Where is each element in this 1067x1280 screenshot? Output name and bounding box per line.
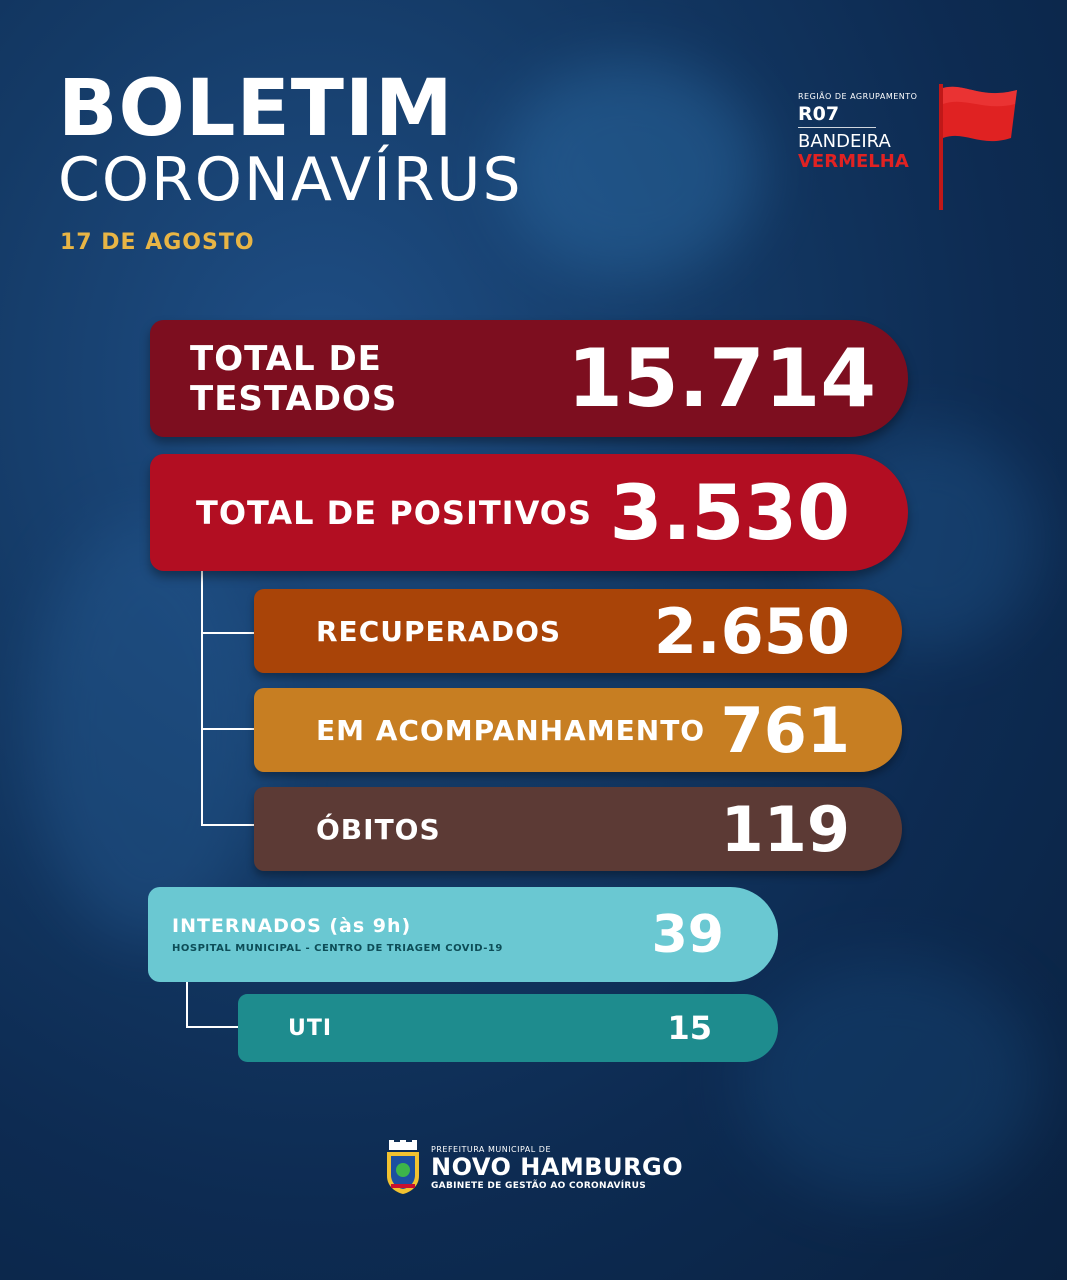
page-subtitle: CORONAVÍRUS	[58, 145, 523, 215]
page-title: BOLETIM	[58, 64, 454, 154]
footer-text: PREFEITURA MUNICIPAL DE NOVO HAMBURGO GA…	[431, 1145, 683, 1190]
stat-sublabel: HOSPITAL MUNICIPAL - CENTRO DE TRIAGEM C…	[172, 943, 503, 954]
tree-connector	[201, 824, 291, 826]
footer-prefix: PREFEITURA MUNICIPAL DE	[431, 1145, 551, 1155]
footer-brand: PREFEITURA MUNICIPAL DE NOVO HAMBURGO GA…	[383, 1140, 683, 1196]
stat-recuperados: RECUPERADOS 2.650	[254, 589, 902, 673]
tree-connector	[201, 728, 291, 730]
stat-obitos: ÓBITOS 119	[254, 787, 902, 871]
stat-uti: UTI 15	[238, 994, 778, 1062]
tree-connector	[201, 556, 203, 826]
city-coat-of-arms-icon	[387, 1140, 419, 1194]
stat-value: 119	[720, 792, 850, 866]
stat-total-testados: TOTAL DE TESTADOS 15.714	[150, 320, 908, 437]
background-blob	[30, 520, 270, 940]
stat-value: 15.714	[567, 332, 876, 425]
stat-label: TOTAL DE TESTADOS	[190, 338, 398, 419]
stat-em-acompanhamento: EM ACOMPANHAMENTO 761	[254, 688, 902, 772]
red-flag-icon	[939, 84, 1017, 210]
region-label: REGIÃO DE AGRUPAMENTO	[798, 92, 918, 101]
stat-label: UTI	[288, 1015, 333, 1041]
footer-city: NOVO HAMBURGO	[431, 1153, 684, 1182]
stat-value: 2.650	[653, 594, 850, 668]
stat-value: 3.530	[609, 468, 850, 557]
flag-status-line1: BANDEIRA	[798, 131, 891, 152]
stat-label: TOTAL DE POSITIVOS	[196, 493, 593, 532]
report-date: 17 DE AGOSTO	[60, 230, 255, 255]
stat-value: 15	[667, 1009, 712, 1047]
flag-status-line2: VERMELHA	[798, 150, 909, 172]
background-blob	[740, 960, 1040, 1200]
background-blob	[500, 60, 760, 280]
stat-label-group: INTERNADOS (às 9h) HOSPITAL MUNICIPAL - …	[172, 915, 503, 954]
region-code: R07	[798, 103, 840, 125]
tree-connector	[186, 974, 258, 1028]
stat-total-positivos: TOTAL DE POSITIVOS 3.530	[150, 454, 908, 571]
stat-value: 761	[720, 693, 850, 767]
footer-office: GABINETE DE GESTÃO AO CORONAVÍRUS	[431, 1180, 647, 1191]
region-block: REGIÃO DE AGRUPAMENTO R07 BANDEIRA VERME…	[798, 92, 933, 172]
stat-label: ÓBITOS	[316, 812, 441, 846]
tree-connector	[201, 632, 291, 634]
stat-value: 39	[651, 904, 724, 965]
stat-label: EM ACOMPANHAMENTO	[316, 713, 706, 747]
stat-internados: INTERNADOS (às 9h) HOSPITAL MUNICIPAL - …	[148, 887, 778, 982]
stat-label: RECUPERADOS	[316, 614, 562, 648]
stat-label: INTERNADOS (às 9h)	[172, 915, 412, 937]
divider	[798, 127, 876, 128]
